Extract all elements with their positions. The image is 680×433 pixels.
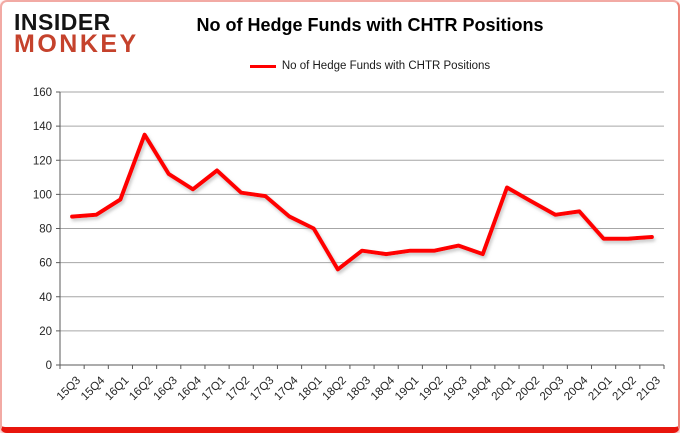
x-tick-label: 19Q3 xyxy=(441,375,469,403)
logo-insider-text: INSIDER xyxy=(14,9,111,35)
series-line xyxy=(70,132,654,272)
x-tick-label: 15Q3 xyxy=(55,375,83,403)
axes xyxy=(56,91,665,369)
y-tick-label: 120 xyxy=(33,155,52,167)
y-tick-label: 80 xyxy=(39,224,52,236)
y-tick-label: 60 xyxy=(39,258,52,270)
x-tick-label: 16Q1 xyxy=(103,375,131,403)
y-tick-label: 140 xyxy=(33,121,52,133)
x-tick-label: 17Q4 xyxy=(272,374,301,403)
x-tick-label: 17Q1 xyxy=(200,375,228,403)
x-tick-label: 20Q1 xyxy=(490,375,518,403)
x-tick-label: 17Q2 xyxy=(224,375,252,403)
x-tick-label: 16Q2 xyxy=(127,375,155,403)
x-tick-label: 19Q2 xyxy=(417,375,445,403)
x-tick-label: 18Q1 xyxy=(296,375,324,403)
y-tick-label: 160 xyxy=(33,87,52,99)
chart-title: No of Hedge Funds with CHTR Positions xyxy=(196,15,544,35)
x-tick-label: 20Q4 xyxy=(562,374,591,403)
y-tick-label: 40 xyxy=(39,292,52,304)
x-tick-label: 18Q4 xyxy=(369,374,398,403)
y-tick-label: 0 xyxy=(46,360,52,372)
legend-label: No of Hedge Funds with CHTR Positions xyxy=(281,60,491,72)
x-tick-label: 20Q3 xyxy=(538,375,566,403)
x-tick-label: 21Q1 xyxy=(586,375,614,403)
legend-line-icon xyxy=(249,64,276,68)
x-tick-label: 16Q3 xyxy=(151,375,179,403)
x-tick-label: 17Q3 xyxy=(248,375,276,403)
x-tick-label: 18Q2 xyxy=(321,375,349,403)
x-tick-label: 19Q4 xyxy=(466,374,495,403)
x-tick-label: 16Q4 xyxy=(176,374,205,403)
y-tick-label: 20 xyxy=(39,326,52,338)
insider-monkey-logo: INSIDER MONKEY xyxy=(14,9,139,59)
legend: No of Hedge Funds with CHTR Positions xyxy=(62,60,678,72)
axis-labels: 02040608010012014016015Q315Q416Q116Q216Q… xyxy=(33,87,663,403)
x-tick-label: 19Q1 xyxy=(393,375,421,403)
x-tick-label: 15Q4 xyxy=(79,374,108,403)
x-tick-label: 21Q3 xyxy=(635,375,663,403)
y-tick-label: 100 xyxy=(33,189,52,201)
x-tick-label: 18Q3 xyxy=(345,375,373,403)
logo-monkey-text: MONKEY xyxy=(14,30,139,59)
x-tick-label: 20Q2 xyxy=(514,375,542,403)
data-series xyxy=(70,132,654,272)
x-tick-label: 21Q2 xyxy=(610,375,638,403)
